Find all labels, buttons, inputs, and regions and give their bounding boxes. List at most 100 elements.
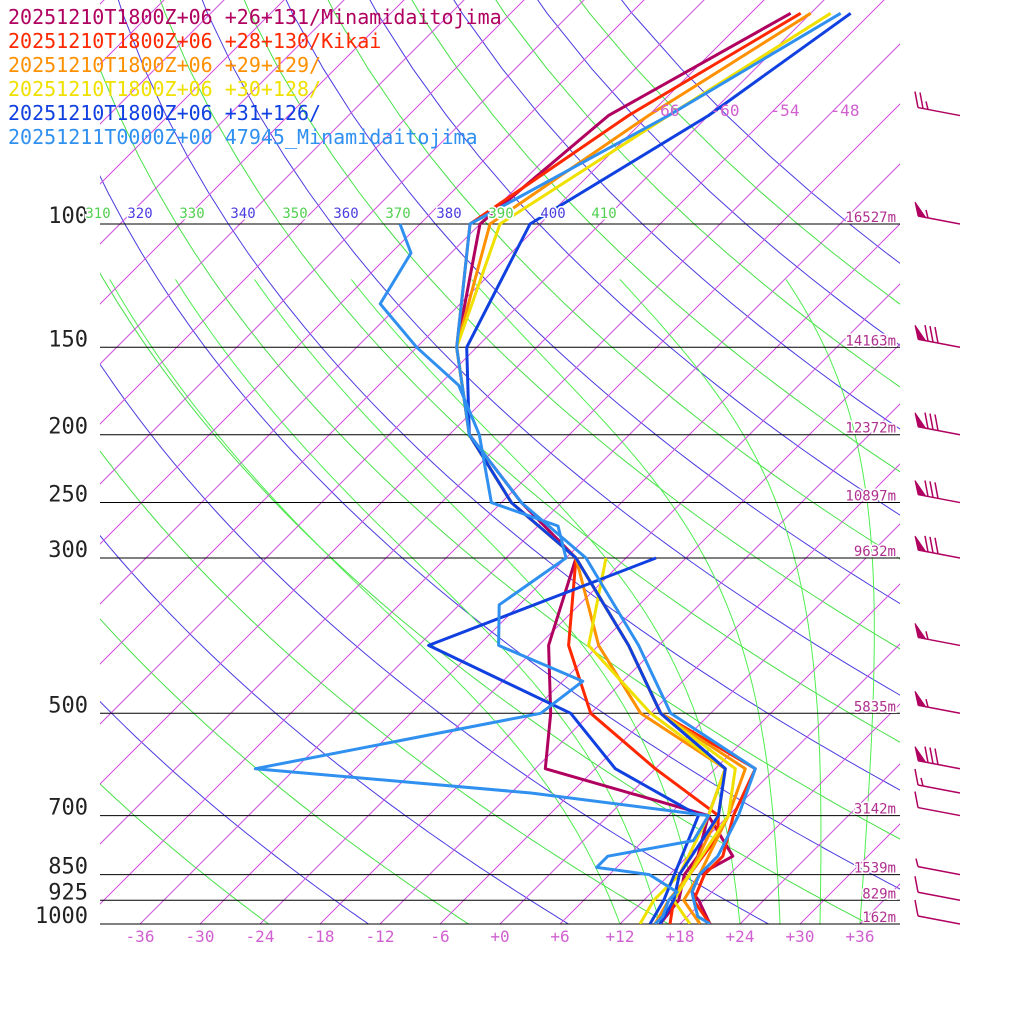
temperature-tick-label: +36 [846, 927, 875, 946]
legend-entry: 20251211T0000Z+00 47945_Minamidaitojima [8, 125, 478, 149]
height-label: 829m [862, 886, 896, 902]
isotherm-line [259, 283, 900, 924]
pressure-label: 300 [48, 538, 88, 563]
height-label: 3142m [854, 802, 896, 818]
wind-barb [914, 412, 961, 436]
wind-barb [914, 899, 961, 925]
theta-label: 340 [230, 206, 255, 222]
temperature-tick-label: +12 [606, 927, 635, 946]
height-label: 14163m [845, 333, 896, 349]
temperature-tick-label: -6 [430, 927, 449, 946]
legend-entry: 20251210T1800Z+06 +29+129/ [8, 53, 321, 77]
isotherm-line [100, 0, 405, 305]
isotherm-line [100, 0, 765, 665]
isotherm-line [100, 43, 900, 845]
temperature-tick-label: -24 [246, 927, 275, 946]
wind-barb [914, 535, 961, 559]
upper-temperature-label: -66 [651, 101, 680, 120]
wind-barb [914, 876, 961, 902]
pressure-label: 850 [48, 855, 88, 880]
isotherm-line [619, 643, 900, 924]
wind-barb [914, 623, 961, 647]
isotherm-line [100, 0, 645, 545]
pressure-label: 150 [48, 327, 88, 352]
wind-barb [915, 858, 961, 876]
dry-adiabat [100, 534, 570, 924]
pressure-label: 200 [48, 415, 88, 440]
isotherm-line [679, 703, 900, 924]
isotherm-line [980, 0, 1024, 924]
isotherm-line [100, 0, 525, 425]
wind-barb [914, 480, 961, 504]
isotherm-line [920, 0, 1024, 924]
dewpoint-profile-4 [587, 557, 727, 924]
dry-adiabat [100, 618, 470, 924]
isotherm-line [319, 343, 900, 924]
temperature-tick-label: +30 [786, 927, 815, 946]
height-label: 5835m [854, 699, 896, 715]
temperature-tick-label: +24 [726, 927, 755, 946]
isotherm-line [499, 523, 900, 924]
moist-adiabats [109, 279, 875, 924]
wind-barb [914, 791, 961, 817]
dry-adiabat [100, 700, 370, 924]
theta-label: 360 [333, 206, 358, 222]
pressure-label: 100 [48, 204, 88, 229]
temperature-profile-4 [455, 12, 832, 924]
height-label: 10897m [845, 489, 896, 505]
temperature-tick-label: -12 [366, 927, 395, 946]
isotherm-line [379, 403, 900, 924]
pressure-label: 700 [48, 796, 88, 821]
wind-barb [914, 690, 961, 715]
theta-label: 400 [540, 206, 565, 222]
temperature-profile-1 [455, 11, 792, 924]
height-label: 16527m [845, 210, 896, 226]
isotherm-line [100, 0, 465, 365]
temperature-profile-6 [455, 12, 842, 924]
temperature-tick-label: +6 [550, 927, 569, 946]
sounding-profiles [253, 11, 852, 924]
upper-temperature-label: -60 [711, 101, 740, 120]
isotherm-line [100, 0, 705, 605]
theta-label: 330 [179, 206, 204, 222]
legend: 20251210T1800Z+06 +26+131/Minamidaitojim… [8, 5, 502, 149]
isotherm-line [100, 0, 225, 125]
pressure-label: 1000 [35, 904, 88, 929]
isotherm-line [100, 0, 345, 245]
moist-adiabat [785, 279, 875, 924]
theta-label: 310 [85, 206, 110, 222]
theta-label: 370 [385, 206, 410, 222]
temperature-tick-label: -18 [306, 927, 335, 946]
moist-adiabat [471, 279, 781, 924]
theta-label: 410 [591, 206, 616, 222]
wind-barb [914, 768, 961, 794]
dry-adiabat [621, 0, 900, 264]
dewpoint-profile-5 [427, 556, 700, 924]
height-label: 162m [862, 910, 896, 926]
dry-adiabat [100, 783, 270, 924]
isotherm-line [100, 0, 165, 65]
wind-barb [914, 324, 961, 349]
legend-entry: 20251210T1800Z+06 +31+126/ [8, 101, 321, 125]
height-label: 9632m [854, 544, 896, 560]
legend-entry: 20251210T1800Z+06 +26+131/Minamidaitojim… [8, 5, 502, 29]
isotherm-line [100, 0, 285, 185]
theta-label: 320 [127, 206, 152, 222]
theta-label: 380 [436, 206, 461, 222]
theta-label: 390 [488, 206, 513, 222]
isotherm-line [100, 0, 825, 725]
isotherm-line [139, 163, 900, 924]
height-label: 12372m [845, 421, 896, 437]
legend-entry: 20251210T1800Z+06 +28+130/Kikai [8, 29, 381, 53]
temperature-tick-label: +0 [490, 927, 509, 946]
pressure-label: 500 [48, 693, 88, 718]
isotherm-line [799, 823, 900, 924]
isotherm-line [100, 0, 585, 485]
wind-barb [914, 201, 961, 225]
wind-barb [914, 746, 961, 770]
isotherm-line [559, 583, 900, 924]
temperature-profile-5 [465, 12, 852, 924]
wind-barb [914, 91, 961, 117]
